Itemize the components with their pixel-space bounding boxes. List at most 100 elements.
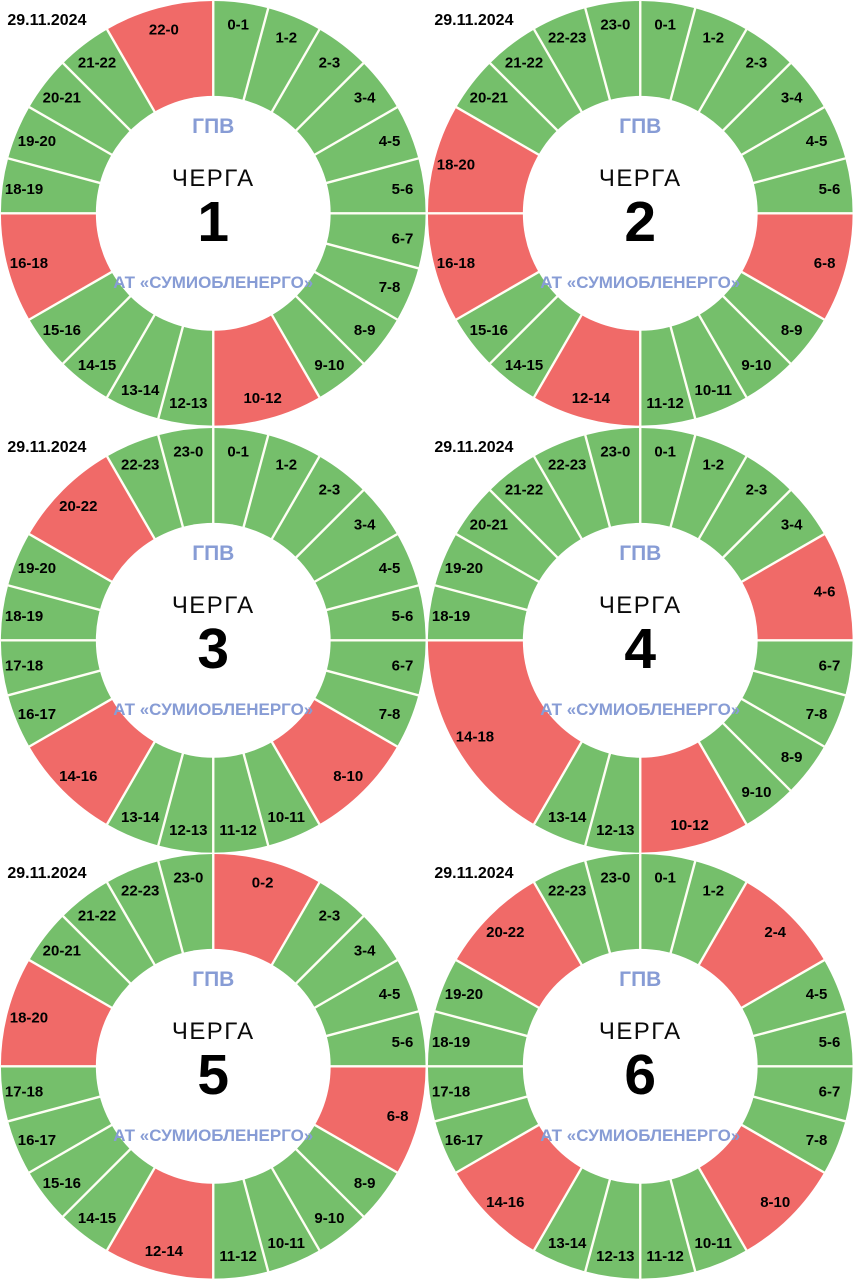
segment-hours-label: 7-8 xyxy=(379,706,401,723)
center-header: ГПВ xyxy=(192,542,234,565)
segment-hours-label: 13-14 xyxy=(121,809,160,826)
segment-hours-label: 9-10 xyxy=(314,1211,344,1228)
segment-hours-label: 13-14 xyxy=(548,809,587,826)
segment-hours-label: 3-4 xyxy=(354,516,376,533)
segment-3-4-on xyxy=(722,63,824,155)
segment-divider xyxy=(105,881,157,967)
donut-hole xyxy=(522,522,758,758)
segment-hours-label: 14-15 xyxy=(78,1211,116,1228)
segment-hours-label: 10-11 xyxy=(268,1235,305,1252)
segment-8-9-on xyxy=(722,698,824,791)
segment-divider xyxy=(27,270,114,322)
segment-divider xyxy=(433,583,529,612)
segment-0-1-on xyxy=(639,854,695,954)
segment-hours-label: 5-6 xyxy=(392,181,414,198)
segment-hours-label: 4-5 xyxy=(805,986,827,1003)
donut-hole xyxy=(522,95,758,331)
segment-hours-label: 16-17 xyxy=(444,1132,482,1149)
segment-divider xyxy=(488,61,559,133)
segment-divider xyxy=(751,1010,847,1038)
segment-divider xyxy=(532,1166,583,1253)
center-footer: АТ «СУМИОБЛЕНЕРГО» xyxy=(540,273,740,292)
segment-hours-label: 22-0 xyxy=(149,21,179,38)
segment-8-9-on xyxy=(722,271,824,364)
queue-number: 6 xyxy=(624,1043,656,1107)
segment-divider xyxy=(583,6,611,102)
date-label: 29.11.2024 xyxy=(7,865,86,882)
date-label: 29.11.2024 xyxy=(434,865,513,882)
segment-5-6-on xyxy=(752,158,853,214)
segment-divider xyxy=(313,1123,399,1175)
segment-divider xyxy=(739,532,826,584)
segment-6-7-on xyxy=(752,639,853,695)
segment-hours-label: 2-3 xyxy=(319,54,341,71)
queue-number: 4 xyxy=(624,616,656,680)
segment-0-1-on xyxy=(213,0,269,101)
segment-hours-label: 19-20 xyxy=(444,559,482,576)
segment-hours-label: 13-14 xyxy=(121,382,160,399)
segment-divider xyxy=(696,313,748,399)
segment-hours-label: 23-0 xyxy=(600,870,630,887)
segment-divider xyxy=(61,61,133,133)
center-header: ГПВ xyxy=(192,115,234,138)
segment-divider xyxy=(6,156,102,185)
segment-11-12-on xyxy=(213,1179,269,1279)
segment-hours-label: 1-2 xyxy=(275,456,297,473)
segment-hours-label: 12-13 xyxy=(169,822,207,839)
center-title: ЧЕРГА xyxy=(172,592,255,619)
segment-divider xyxy=(105,313,157,399)
segment-14-15-on xyxy=(63,295,155,398)
segment-5-6-on xyxy=(326,1011,426,1067)
segment-0-1-on xyxy=(213,427,269,528)
segment-hours-label: 18-20 xyxy=(10,1010,48,1027)
segment-hours-label: 17-18 xyxy=(5,657,43,674)
segment-16-18-off xyxy=(0,213,113,320)
segment-hours-label: 12-14 xyxy=(145,1243,184,1260)
date-label: 29.11.2024 xyxy=(434,439,513,456)
segment-hours-label: 1-2 xyxy=(702,30,724,47)
segment-divider xyxy=(105,739,157,826)
segment-18-20-off xyxy=(0,960,113,1067)
segment-divider xyxy=(27,958,114,1010)
segment-hours-label: 14-16 xyxy=(486,1194,524,1211)
segment-divider xyxy=(27,1123,114,1175)
segment-hours-label: 3-4 xyxy=(780,516,802,533)
segment-divider xyxy=(156,433,185,529)
segment-hours-label: 19-20 xyxy=(444,986,482,1003)
segment-hours-label: 15-16 xyxy=(469,322,507,339)
segment-divider xyxy=(720,488,792,559)
segment-hours-label: 12-14 xyxy=(571,390,610,407)
segment-18-20-off xyxy=(427,107,539,214)
segment-hours-label: 11-12 xyxy=(646,1248,683,1265)
segment-divider xyxy=(270,739,321,826)
donut-hole xyxy=(95,522,331,758)
segment-divider xyxy=(324,1010,420,1038)
segment-hours-label: 0-1 xyxy=(654,443,676,460)
segment-hours-label: 5-6 xyxy=(392,608,414,625)
donut-hole xyxy=(95,949,331,1185)
segment-divider xyxy=(751,1095,847,1124)
segment-9-10-on xyxy=(271,1149,364,1251)
segment-divider xyxy=(27,532,114,584)
segment-21-22-on xyxy=(489,456,582,558)
segment-hours-label: 6-7 xyxy=(392,231,414,248)
segment-2-4-off xyxy=(698,882,824,1009)
segment-divider xyxy=(27,696,114,748)
queue-number: 3 xyxy=(197,616,229,680)
segment-hours-label: 5-6 xyxy=(818,181,840,198)
segment-hours-label: 7-8 xyxy=(805,706,827,723)
segment-hours-label: 20-21 xyxy=(43,90,81,107)
queue-3-chart: 0-1 1-2 2-3 3-4 4-5 5-6 6-7 7-8 8-10 10-11 11-12 12… xyxy=(0,426,427,854)
segment-hours-label: 2-3 xyxy=(319,908,341,925)
segment-18-19-on xyxy=(427,585,527,640)
segment-hours-label: 8-10 xyxy=(333,767,363,784)
segment-6-8-off xyxy=(314,1066,426,1173)
segment-divider xyxy=(156,860,185,956)
segment-hours-label: 4-5 xyxy=(379,559,401,576)
segment-23-0-on xyxy=(584,854,640,954)
segment-16-18-off xyxy=(427,213,539,320)
segment-hours-label: 19-20 xyxy=(18,133,56,150)
segment-21-22-on xyxy=(63,29,155,131)
segment-divider xyxy=(720,294,792,366)
